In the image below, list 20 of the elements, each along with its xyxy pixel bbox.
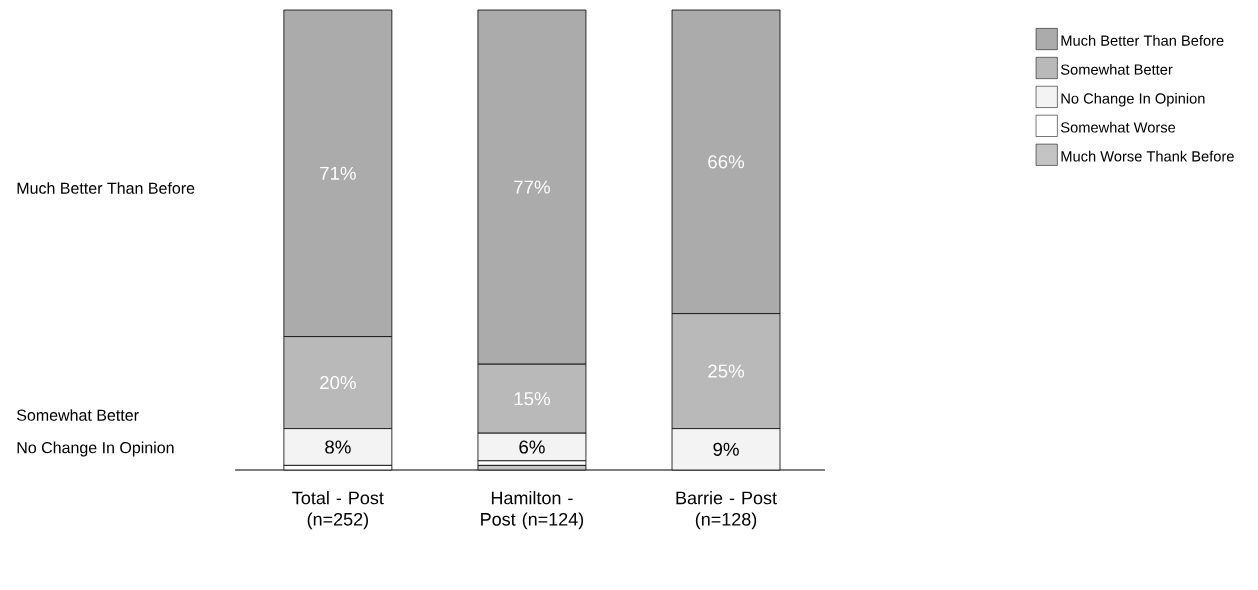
legend-label: No Change In Opinion	[1061, 92, 1205, 107]
x-tick-label: Total - Post (n=252)	[292, 491, 384, 530]
legend-label: Much Worse Thank Before	[1061, 150, 1234, 162]
data-label: 71%	[320, 166, 356, 180]
legend-label: Much Better Than Before	[1061, 35, 1224, 46]
data-label: 15%	[514, 392, 550, 406]
data-label: 77%	[514, 180, 550, 194]
text: No Change In Opinion	[17, 441, 174, 457]
data-label: 9%	[713, 442, 739, 456]
data-label: 66%	[708, 155, 745, 169]
data-label: 25%	[708, 364, 745, 378]
legend-label: Somewhat Better	[1060, 63, 1173, 75]
x-tick-label: Barrie - Post (n=128)	[676, 491, 777, 530]
data-label: 20%	[320, 375, 356, 390]
data-label: 6%	[519, 440, 545, 454]
text: Somewhat Better	[17, 409, 139, 421]
data-label: 8%	[325, 440, 351, 454]
text: Much Better Than Before	[17, 182, 195, 194]
x-tick-label: Hamilton - Post (n=124)	[481, 491, 584, 530]
legend-label: Somewhat Worse	[1060, 121, 1176, 133]
